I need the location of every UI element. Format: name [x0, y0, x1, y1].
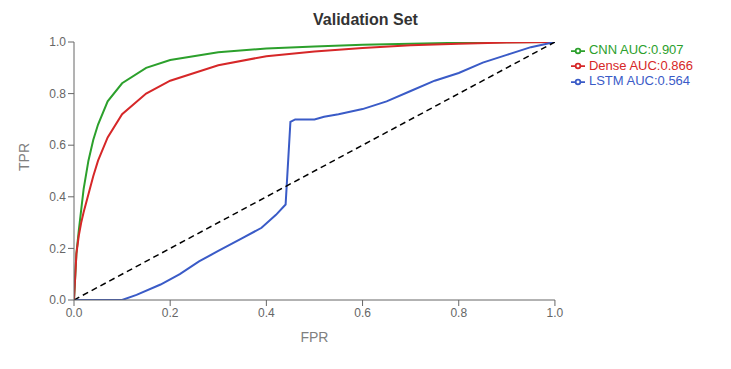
svg-text:0.2: 0.2: [162, 306, 179, 320]
svg-text:FPR: FPR: [300, 329, 328, 345]
svg-text:1.0: 1.0: [547, 306, 564, 320]
svg-text:0.6: 0.6: [354, 306, 371, 320]
svg-text:0.0: 0.0: [66, 306, 83, 320]
html-text:LSTM AUC:0.564: LSTM AUC:0.564: [588, 73, 691, 89]
svg-text:TPR: TPR: [16, 143, 32, 171]
html-text:Dense AUC:0.866: Dense AUC:0.866: [588, 57, 693, 73]
svg-text:0.6: 0.6: [49, 138, 66, 152]
html-text:Validation Set: Validation Set: [313, 11, 418, 28]
svg-text:0.8: 0.8: [49, 87, 66, 101]
svg-text:1.0: 1.0: [49, 35, 66, 49]
svg-text:0.2: 0.2: [49, 242, 66, 256]
svg-text:0.4: 0.4: [49, 190, 66, 204]
svg-text:0.0: 0.0: [49, 293, 66, 307]
svg-text:0.4: 0.4: [258, 306, 275, 320]
svg-text:0.8: 0.8: [450, 306, 467, 320]
html-text:CNN AUC:0.907: CNN AUC:0.907: [588, 42, 684, 57]
